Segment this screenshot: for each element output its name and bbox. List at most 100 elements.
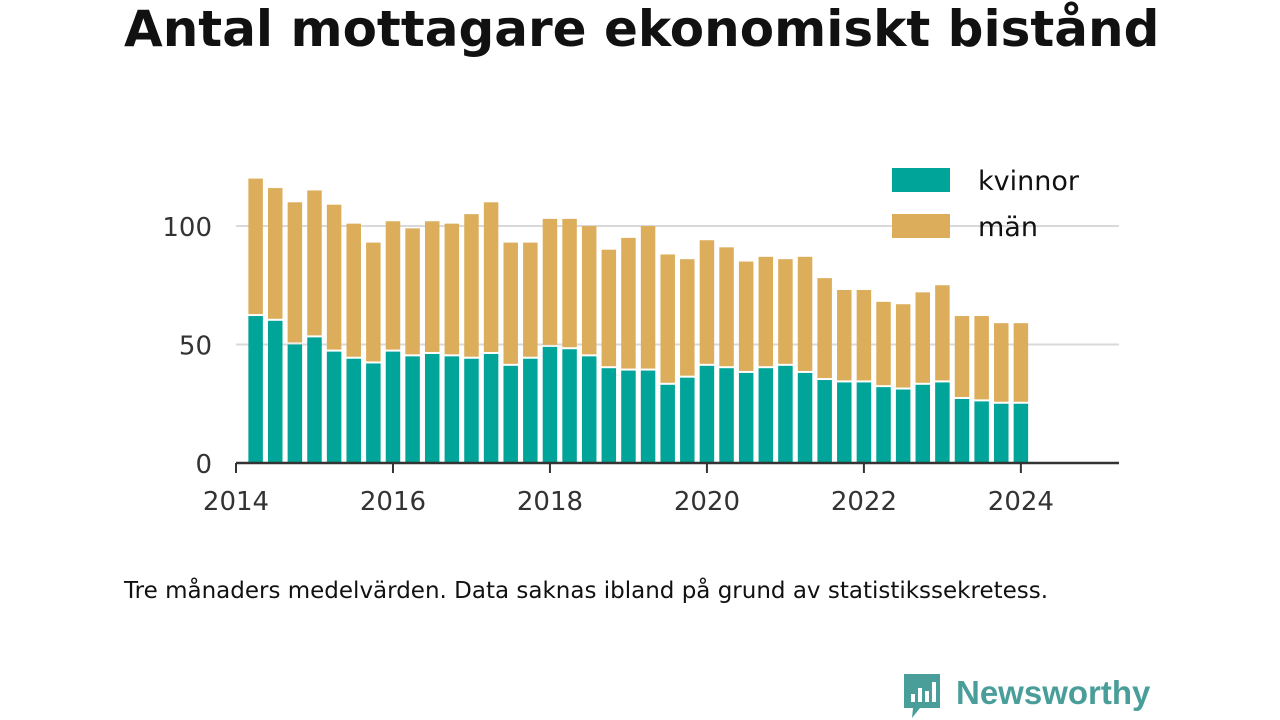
bar-man	[994, 323, 1009, 402]
newsworthy-logo-icon	[904, 674, 940, 718]
bar-man	[895, 304, 911, 388]
gridlines	[236, 225, 1119, 346]
y-tick-label: 50	[179, 332, 212, 362]
bar-kvinnor	[935, 382, 950, 463]
bar-kvinnor	[287, 344, 303, 463]
x-tick-label: 2016	[360, 487, 426, 517]
bar-kvinnor	[719, 368, 734, 463]
bar-man	[915, 292, 931, 383]
axes: 0 50 100 2014 2016 2018 2020 2022 2024	[162, 213, 1119, 517]
bar-man	[464, 214, 479, 357]
legend-swatch	[892, 214, 950, 238]
bar-kvinnor	[523, 358, 538, 463]
bar-kvinnor	[640, 370, 656, 463]
bar-man	[307, 190, 322, 336]
x-tick-label: 2014	[203, 487, 269, 517]
bar-man	[621, 237, 636, 369]
bar-kvinnor	[994, 403, 1009, 463]
bar-man	[601, 249, 617, 367]
bar-man	[1013, 323, 1029, 402]
bar-man	[523, 242, 538, 357]
bar-kvinnor	[738, 372, 754, 463]
legend-label: män	[978, 212, 1038, 243]
brand-logo: Newsworthy	[902, 672, 1150, 720]
bar-man	[876, 301, 891, 386]
brand-name: Newsworthy	[956, 674, 1151, 711]
bar-man	[366, 242, 381, 362]
bar-man	[562, 218, 577, 348]
bar-kvinnor	[267, 320, 283, 463]
y-tick-label: 100	[162, 213, 212, 243]
bar-kvinnor	[483, 353, 499, 463]
bar-kvinnor	[464, 358, 479, 463]
bar-man	[405, 228, 420, 355]
bar-man	[503, 242, 518, 364]
bar-man	[385, 221, 401, 350]
bar-man	[738, 261, 754, 371]
bar-kvinnor	[856, 382, 872, 463]
bar-man	[444, 223, 460, 355]
x-tick-label: 2020	[674, 487, 740, 517]
bars	[248, 178, 1029, 463]
bar-man	[660, 254, 675, 383]
bar-kvinnor	[366, 363, 381, 463]
bar-kvinnor	[758, 368, 774, 463]
bar-man	[287, 202, 303, 343]
x-tick-label: 2018	[517, 487, 583, 517]
bar-man	[758, 256, 774, 367]
bar-man	[581, 226, 597, 355]
bar-man	[267, 188, 283, 319]
bar-man	[778, 259, 793, 364]
bar-kvinnor	[307, 337, 322, 463]
bar-kvinnor	[699, 365, 715, 463]
x-tick-label: 2024	[988, 487, 1054, 517]
bar-man	[248, 178, 263, 315]
bar-kvinnor	[248, 316, 263, 463]
bar-kvinnor	[503, 365, 518, 463]
bar-man	[954, 316, 970, 398]
bar-kvinnor	[974, 401, 989, 463]
bar-kvinnor	[621, 370, 636, 463]
bar-man	[974, 316, 989, 400]
legend-label: kvinnor	[978, 166, 1080, 197]
bar-kvinnor	[817, 380, 832, 463]
legend: kvinnor män	[892, 166, 1080, 243]
bar-man	[483, 202, 499, 352]
bar-kvinnor	[1013, 403, 1029, 463]
bar-man	[699, 240, 715, 364]
bar-kvinnor	[915, 384, 931, 463]
bar-kvinnor	[876, 387, 891, 463]
bar-kvinnor	[601, 368, 617, 463]
bar-kvinnor	[444, 356, 460, 463]
bar-kvinnor	[405, 356, 420, 463]
bar-kvinnor	[895, 389, 911, 463]
x-tick-label: 2022	[831, 487, 897, 517]
bar-kvinnor	[581, 356, 597, 463]
chart-title: Antal mottagare ekonomiskt bistånd	[124, 0, 1160, 58]
bar-kvinnor	[542, 346, 558, 463]
bar-man	[719, 247, 734, 367]
bar-man	[837, 289, 852, 381]
y-tick-label: 0	[195, 450, 212, 480]
bar-man	[680, 259, 695, 376]
bar-man	[856, 289, 872, 381]
footnote: Tre månaders medelvärden. Data saknas ib…	[124, 578, 1049, 604]
bar-man	[326, 204, 342, 350]
bar-man	[346, 223, 361, 357]
bar-kvinnor	[424, 353, 440, 463]
stacked-bar-chart: 0 50 100 2014 2016 2018 2020 2022 2024 kvinnor mä…	[162, 166, 1119, 517]
bar-man	[424, 221, 440, 352]
bar-kvinnor	[326, 351, 342, 463]
bar-man	[542, 218, 558, 345]
bar-kvinnor	[385, 351, 401, 463]
bar-kvinnor	[837, 382, 852, 463]
bar-kvinnor	[954, 399, 970, 463]
bar-kvinnor	[660, 384, 675, 463]
legend-swatch	[892, 168, 950, 192]
bar-man	[817, 278, 832, 379]
bar-kvinnor	[562, 349, 577, 463]
bar-kvinnor	[797, 372, 813, 463]
bar-kvinnor	[680, 377, 695, 463]
bar-man	[797, 256, 813, 371]
bar-kvinnor	[778, 365, 793, 463]
